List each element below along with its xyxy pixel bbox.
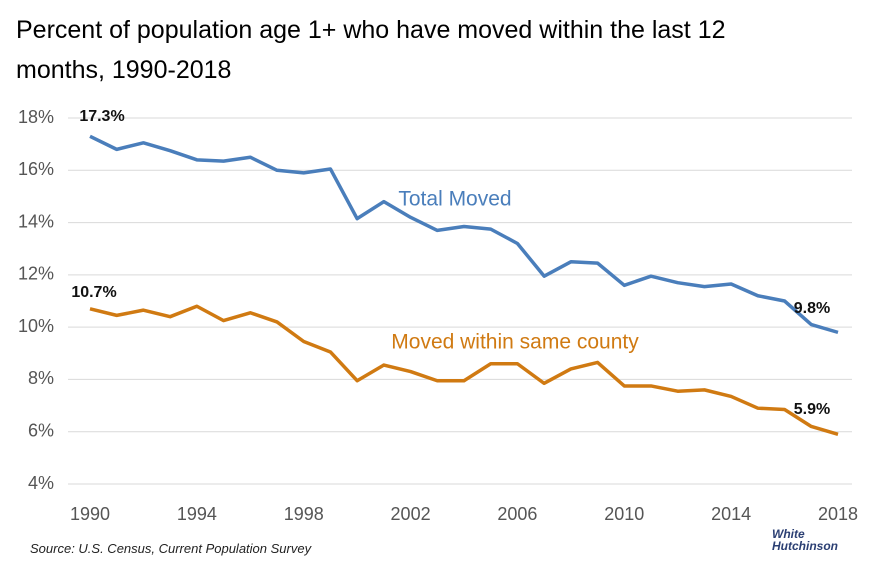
y-tick-label: 10% [18, 316, 54, 336]
series-label: Total Moved [398, 188, 511, 211]
data-label: 5.9% [794, 401, 830, 418]
logo: White Hutchinson [772, 527, 838, 553]
y-tick-label: 8% [28, 368, 54, 388]
data-label: 17.3% [79, 108, 124, 125]
y-tick-label: 12% [18, 264, 54, 284]
source-note: Source: U.S. Census, Current Population … [30, 541, 312, 556]
data-label: 10.7% [71, 284, 116, 301]
chart-title: Percent of population age 1+ who have mo… [16, 16, 726, 84]
y-tick-label: 16% [18, 159, 54, 179]
data-label: 9.8% [794, 300, 830, 317]
x-tick-label: 1990 [70, 504, 110, 524]
series-line [89, 304, 839, 437]
y-tick-label: 14% [18, 211, 54, 231]
series-label: Moved within same county [391, 331, 639, 354]
x-tick-label: 2010 [604, 504, 644, 524]
x-tick-label: 1998 [284, 504, 324, 524]
series-line [89, 134, 839, 335]
x-tick-label: 2018 [818, 504, 858, 524]
y-tick-label: 18% [18, 107, 54, 127]
y-tick-label: 6% [28, 420, 54, 440]
x-tick-label: 1994 [177, 504, 217, 524]
y-tick-label: 4% [28, 473, 54, 493]
x-tick-label: 2002 [391, 504, 431, 524]
x-tick-label: 2014 [711, 504, 751, 524]
x-tick-label: 2006 [497, 504, 537, 524]
